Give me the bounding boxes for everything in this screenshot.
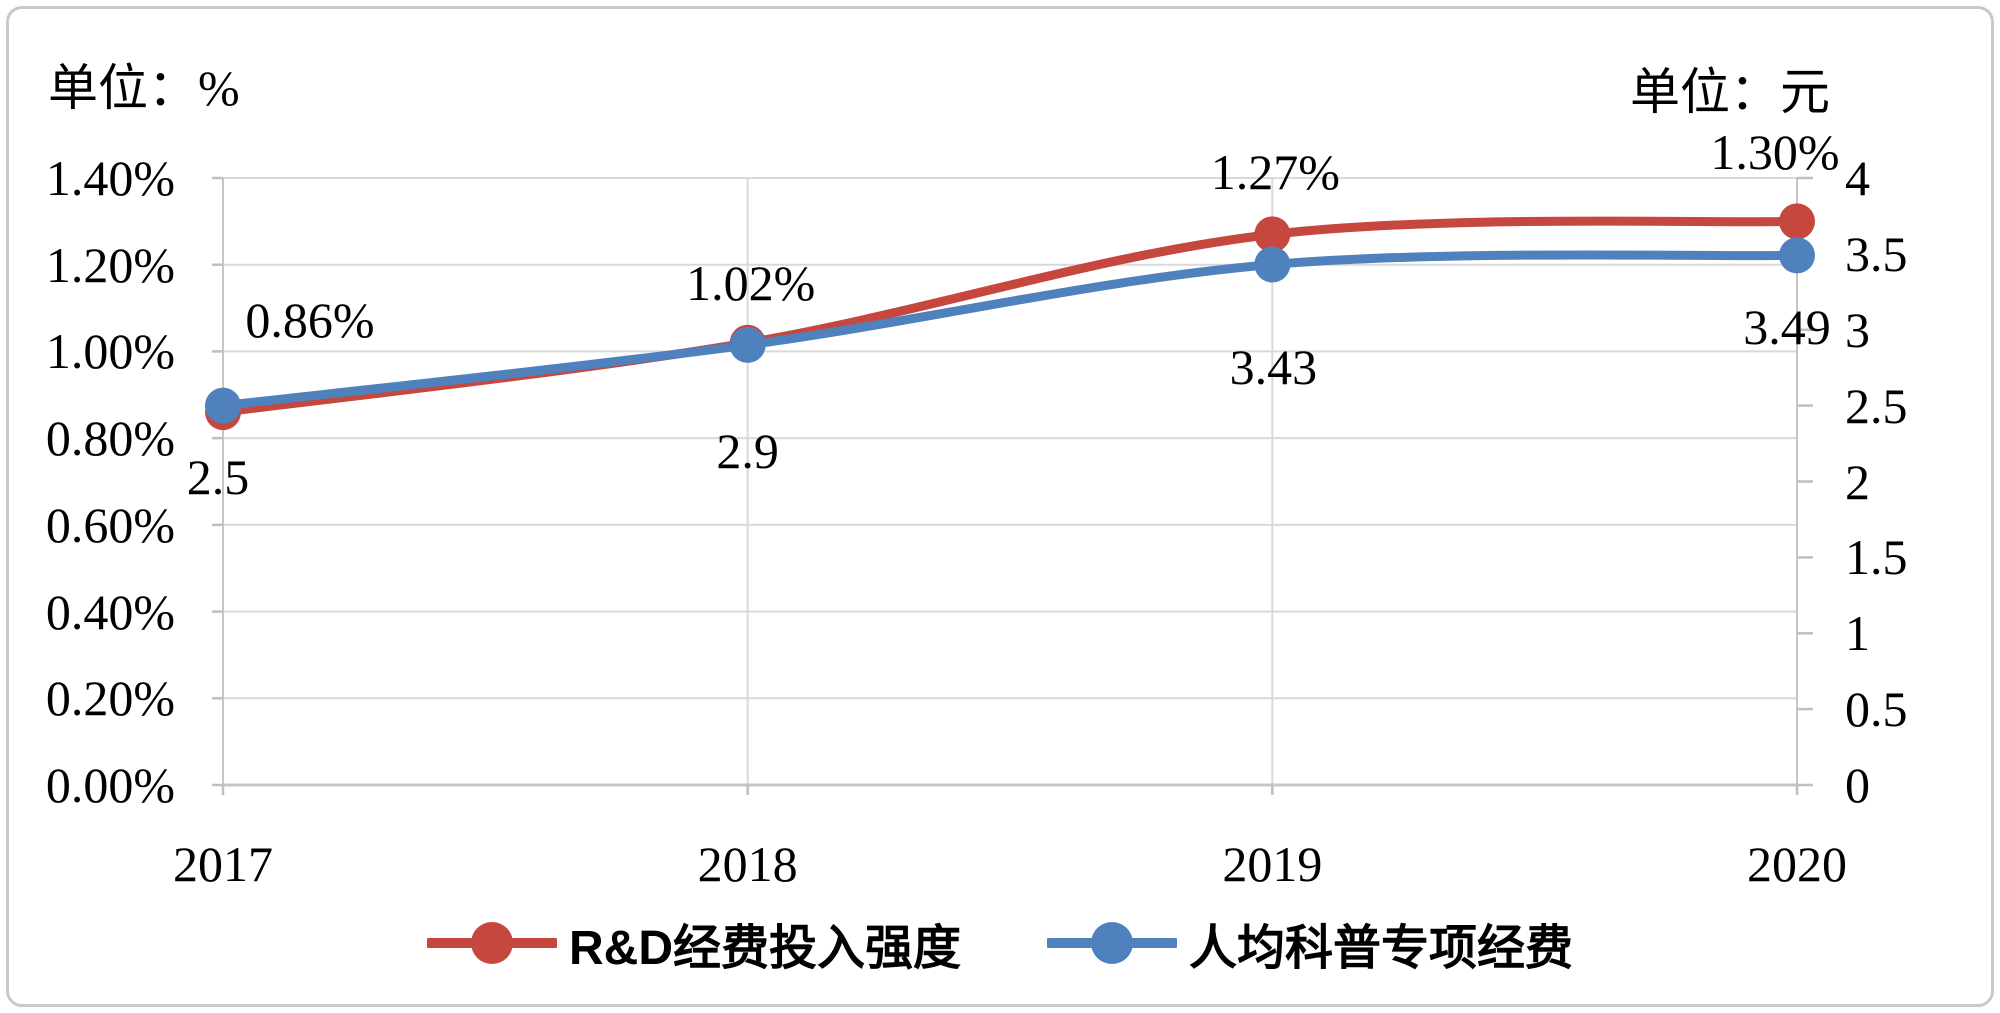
data-point-marker [1254,216,1291,253]
chart-border-frame [6,6,1994,1007]
right-axis-tick-label: 3 [1845,301,1870,358]
data-point-label: 0.86% [245,292,375,349]
chart-legend: R&D经费投入强度 人均科普专项经费 [0,908,2000,978]
gridlines-horizontal [223,177,1797,700]
data-point-marker [729,326,766,363]
right-axis-tick-label: 0.5 [1845,681,1908,738]
legend-label-percapita-fund: 人均科普专项经费 [1188,922,1573,975]
x-axis-tick-label: 2018 [697,836,798,892]
legend-item-percapita-fund[interactable]: 人均科普专项经费 [1046,908,1573,978]
data-point-label: 3.49 [1743,299,1831,356]
right-axis-tick-label: 1.5 [1845,529,1908,586]
series-line-0[interactable] [205,203,1815,431]
data-point-label: 2.9 [716,422,779,479]
data-point-marker [205,387,241,424]
left-axis-tick-label: 0.00% [45,757,175,813]
data-point-marker [1254,246,1291,283]
data-point-marker [1779,237,1815,274]
left-axis-tick-label: 1.00% [45,323,175,380]
right-axis-unit-label: 单位：元 [1630,64,1830,120]
left-axis-tick-label: 0.60% [45,496,175,553]
series-line-1[interactable] [205,237,1815,424]
data-point-label: 2.5 [186,448,250,505]
left-axis-unit-label: 单位：% [48,60,240,116]
x-axis-tick-label: 2019 [1222,836,1323,892]
right-axis-tick-label: 4 [1845,150,1870,206]
left-axis-tick-label: 0.40% [45,583,175,640]
right-axis-tick-label: 2 [1845,453,1870,510]
data-point-label: 1.02% [686,254,816,311]
data-point-label: 1.27% [1210,144,1340,201]
left-axis-tick-label: 0.20% [45,670,175,727]
right-axis-tick-label: 2.5 [1845,377,1908,434]
left-axis-tick-label: 1.40% [45,150,175,206]
data-point-label: 1.30% [1710,124,1840,181]
right-axis-tick-label: 0 [1845,757,1870,813]
right-axis-tick-label: 1 [1845,605,1870,662]
axis-tick-marks [212,176,1813,795]
axis-lines [222,178,1798,787]
legend-key-line-marker-blue [1046,922,1177,964]
left-axis-tick-label: 1.20% [45,236,175,293]
data-point-marker [1779,203,1815,240]
data-point-label: 3.43 [1229,339,1318,396]
legend-label-rd-intensity: R&D经费投入强度 [568,922,961,975]
legend-item-rd-intensity[interactable]: R&D经费投入强度 [426,908,961,978]
x-axis-tick-label: 2017 [173,836,273,892]
legend-key-line-marker-red [426,922,557,964]
right-axis-tick-label: 3.5 [1845,225,1908,282]
x-axis-tick-label: 2020 [1747,836,1847,892]
left-axis-tick-label: 0.80% [45,410,175,467]
